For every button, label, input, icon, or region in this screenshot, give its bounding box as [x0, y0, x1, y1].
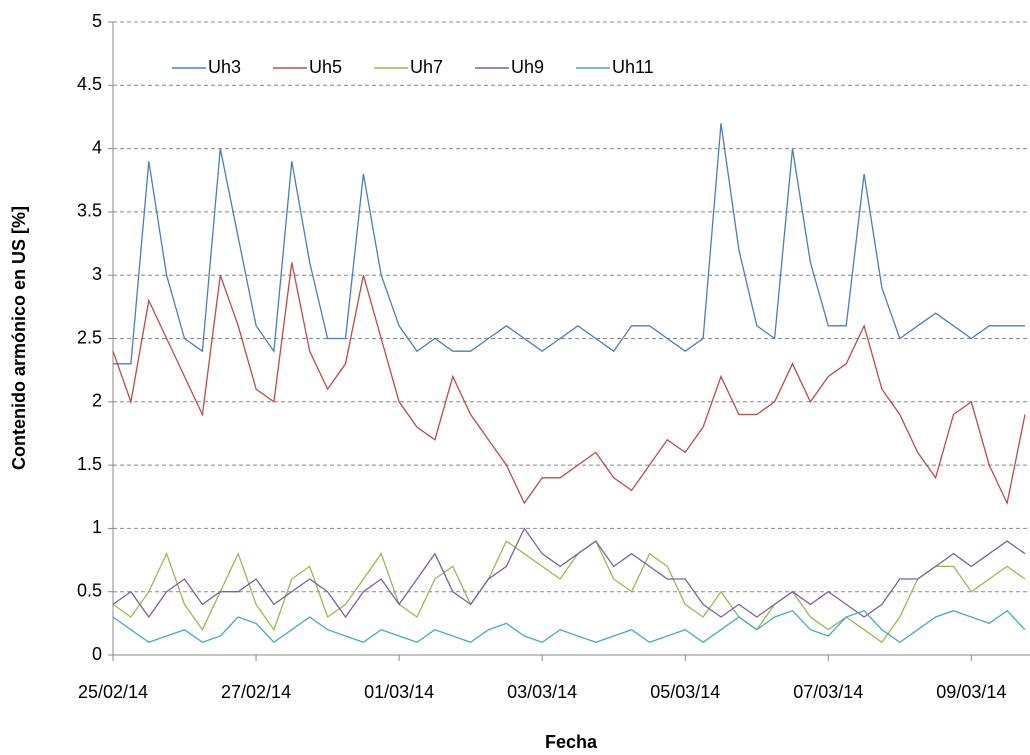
legend-label: Uh9	[511, 57, 544, 77]
y-tick-label: 2.5	[77, 327, 102, 347]
y-tick-label: 5	[92, 11, 102, 31]
series-line	[112, 609, 1026, 644]
y-tick-label: 0	[92, 644, 102, 664]
series-line	[112, 527, 1026, 619]
x-tick-label: 01/03/14	[364, 682, 434, 702]
y-tick-label: 3	[92, 264, 102, 284]
y-tick-label: 1	[92, 517, 102, 537]
series-line	[113, 123, 1025, 365]
legend-label: Uh7	[410, 57, 443, 77]
y-axis-label: Contenido armónico en US [%]	[9, 206, 29, 470]
y-tick-label: 3.5	[77, 201, 102, 221]
y-tick-label: 1.5	[77, 454, 102, 474]
x-tick-label: 07/03/14	[793, 682, 863, 702]
x-tick-label: 03/03/14	[507, 682, 577, 702]
y-tick-label: 0.5	[77, 580, 102, 600]
y-tick-label: 4	[92, 137, 102, 157]
y-tick-label: 2	[92, 391, 102, 411]
x-tick-label: 09/03/14	[936, 682, 1006, 702]
y-tick-label: 4.5	[77, 74, 102, 94]
legend-label: Uh3	[208, 57, 241, 77]
x-tick-label: 27/02/14	[221, 682, 291, 702]
series-line	[112, 262, 1026, 506]
x-axis-label: Fecha	[545, 732, 598, 752]
legend-label: Uh11	[612, 57, 654, 77]
x-tick-label: 05/03/14	[650, 682, 720, 702]
legend-label: Uh5	[309, 57, 342, 77]
series-line	[112, 540, 1026, 644]
x-tick-label: 25/02/14	[78, 682, 148, 702]
